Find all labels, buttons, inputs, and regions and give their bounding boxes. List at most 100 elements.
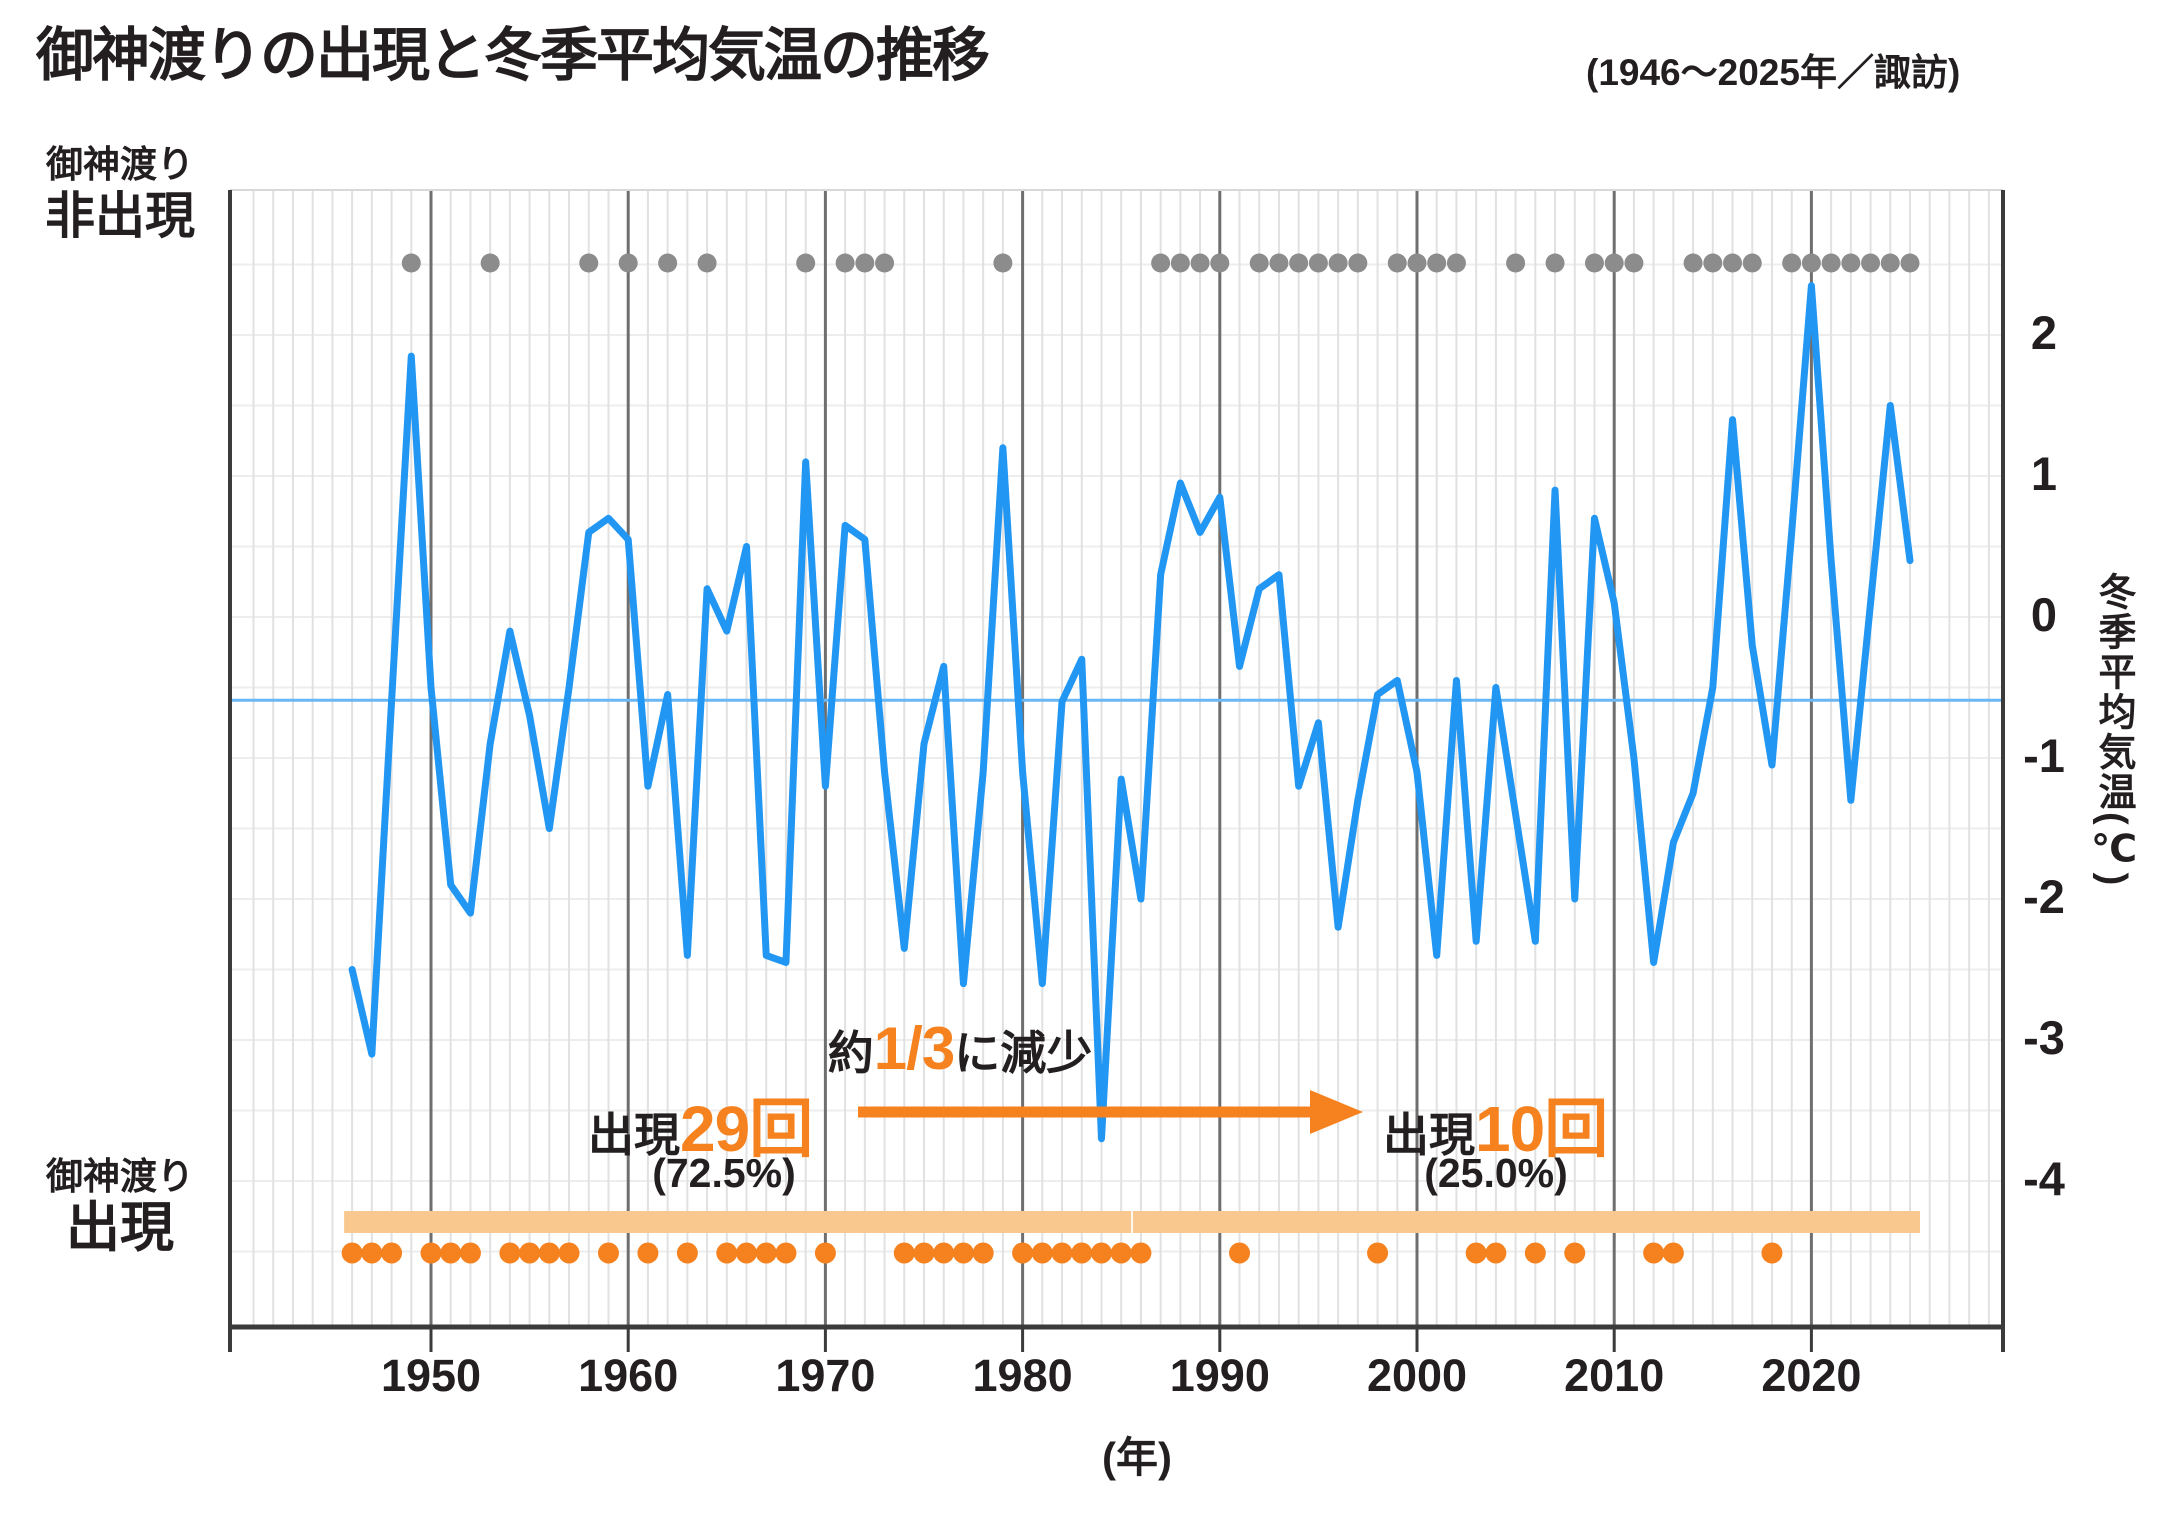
reduction-arrow [858, 1090, 1363, 1134]
appearance-dot [1031, 1242, 1053, 1264]
non-appearance-dot [835, 253, 855, 273]
annotation-reduce-post: に減少 [954, 1027, 1093, 1079]
non-appearance-dot [1407, 253, 1427, 273]
appearance-dot [1465, 1242, 1487, 1264]
appearance-dot [893, 1242, 915, 1264]
non-appearance-dot [1723, 253, 1743, 273]
y-tick-label: -3 [2023, 1011, 2065, 1064]
non-appearance-dot [401, 253, 421, 273]
non-appearance-dot [1801, 253, 1821, 273]
non-appearance-dot [1249, 253, 1269, 273]
non-appearance-dot [1703, 253, 1723, 273]
appearance-dot [1524, 1242, 1546, 1264]
label-appearance-line1: 御神渡り [46, 1156, 194, 1197]
x-tick-label: 1950 [380, 1350, 482, 1401]
non-appearance-dot [480, 253, 500, 273]
annotation-right-percent: (25.0%) [1424, 1150, 1568, 1196]
non-appearance-dot [1861, 253, 1881, 273]
appearance-dot [1051, 1242, 1073, 1264]
non-appearance-dot [579, 253, 599, 273]
annotation-right-count: 10回 [1475, 1093, 1608, 1165]
appearance-period-bar [344, 1211, 1132, 1233]
y-tick-label: -2 [2023, 870, 2065, 923]
appearance-dot [1367, 1242, 1389, 1264]
annotation-left-prefix: 出現 [588, 1109, 680, 1161]
appearance-dot [597, 1242, 619, 1264]
appearance-dot [538, 1242, 560, 1264]
annotation-appearance-29: 出現 29回 [588, 1078, 813, 1170]
appearance-dot [1229, 1242, 1251, 1264]
non-appearance-dot [1269, 253, 1289, 273]
annotation-reduce-frac: 1/3 [873, 1015, 955, 1082]
appearance-dot [1090, 1242, 1112, 1264]
non-appearance-dot [875, 253, 895, 273]
non-appearance-dot [1821, 253, 1841, 273]
y-tick-label: -4 [2023, 1152, 2065, 1205]
appearance-dot [459, 1242, 481, 1264]
non-appearance-dot [1880, 253, 1900, 273]
non-appearance-dot [1348, 253, 1368, 273]
appearance-dot [736, 1242, 758, 1264]
non-appearance-dot [1604, 253, 1624, 273]
y-tick-label: 1 [2030, 447, 2058, 500]
y-axis-unit-label: 冬季平均気温(℃) [2092, 572, 2134, 888]
non-appearance-dot [1506, 253, 1526, 273]
appearance-dot [1130, 1242, 1152, 1264]
appearance-dot [1012, 1242, 1034, 1264]
appearance-period-bars [344, 1211, 1920, 1233]
x-tick-label: 1980 [972, 1350, 1073, 1401]
appearance-dot [499, 1242, 521, 1264]
non-appearance-dot [1742, 253, 1762, 273]
appearance-dot [933, 1242, 955, 1264]
appearance-dot [972, 1242, 994, 1264]
non-appearance-dot [855, 253, 875, 273]
appearance-dot [440, 1242, 462, 1264]
x-tick-label: 1970 [775, 1350, 876, 1401]
non-appearance-dot [1151, 253, 1171, 273]
appearance-dot [558, 1242, 580, 1264]
non-appearance-dot [618, 253, 638, 273]
non-appearance-dot [1387, 253, 1407, 273]
non-appearance-dot [1841, 253, 1861, 273]
page-subtitle: (1946〜2025年／諏訪) [1586, 52, 1961, 93]
y-tick-label: 0 [2030, 588, 2058, 641]
non-appearance-dot [1190, 253, 1210, 273]
temperature-series [348, 282, 1914, 1143]
temperature-line [348, 282, 1914, 1143]
appearance-dot [814, 1242, 836, 1264]
appearance-dot [775, 1242, 797, 1264]
appearance-dot [952, 1242, 974, 1264]
non-appearance-dot [1782, 253, 1802, 273]
non-appearance-dot [1427, 253, 1447, 273]
appearance-dot [1564, 1242, 1586, 1264]
annotation-left-percent: (72.5%) [652, 1150, 796, 1196]
appearance-dot [1643, 1242, 1665, 1264]
annotation-appearance-10: 出現 10回 [1383, 1078, 1608, 1170]
annotation-left-count: 29回 [680, 1093, 813, 1165]
label-non-appearance-line2: 非出現 [45, 188, 195, 244]
appearance-dot [1485, 1242, 1507, 1264]
arrow-head [1310, 1090, 1363, 1134]
x-tick-label: 2010 [1564, 1350, 1665, 1401]
appearance-dot [420, 1242, 442, 1264]
non-appearance-dot [1170, 253, 1190, 273]
appearance-dot [519, 1242, 541, 1264]
non-appearance-dot [697, 253, 717, 273]
annotation-right-prefix: 出現 [1383, 1109, 1475, 1161]
appearance-dot [381, 1242, 403, 1264]
non-appearance-dot [1210, 253, 1230, 273]
appearance-dot [913, 1242, 935, 1264]
event-dots [341, 253, 1920, 1264]
x-tick-label: 1960 [578, 1350, 679, 1401]
non-appearance-dot [658, 253, 678, 273]
appearance-dot [716, 1242, 738, 1264]
label-appearance-line2: 出現 [66, 1198, 174, 1258]
horizontal-gridlines [230, 263, 2003, 1253]
appearance-dot [1761, 1242, 1783, 1264]
non-appearance-dot [993, 253, 1013, 273]
y-tick-label: -1 [2023, 729, 2065, 782]
label-non-appearance-line1: 御神渡り [46, 144, 194, 185]
non-appearance-dot [1584, 253, 1604, 273]
annotation-reduce-pre: 約 [827, 1027, 874, 1079]
